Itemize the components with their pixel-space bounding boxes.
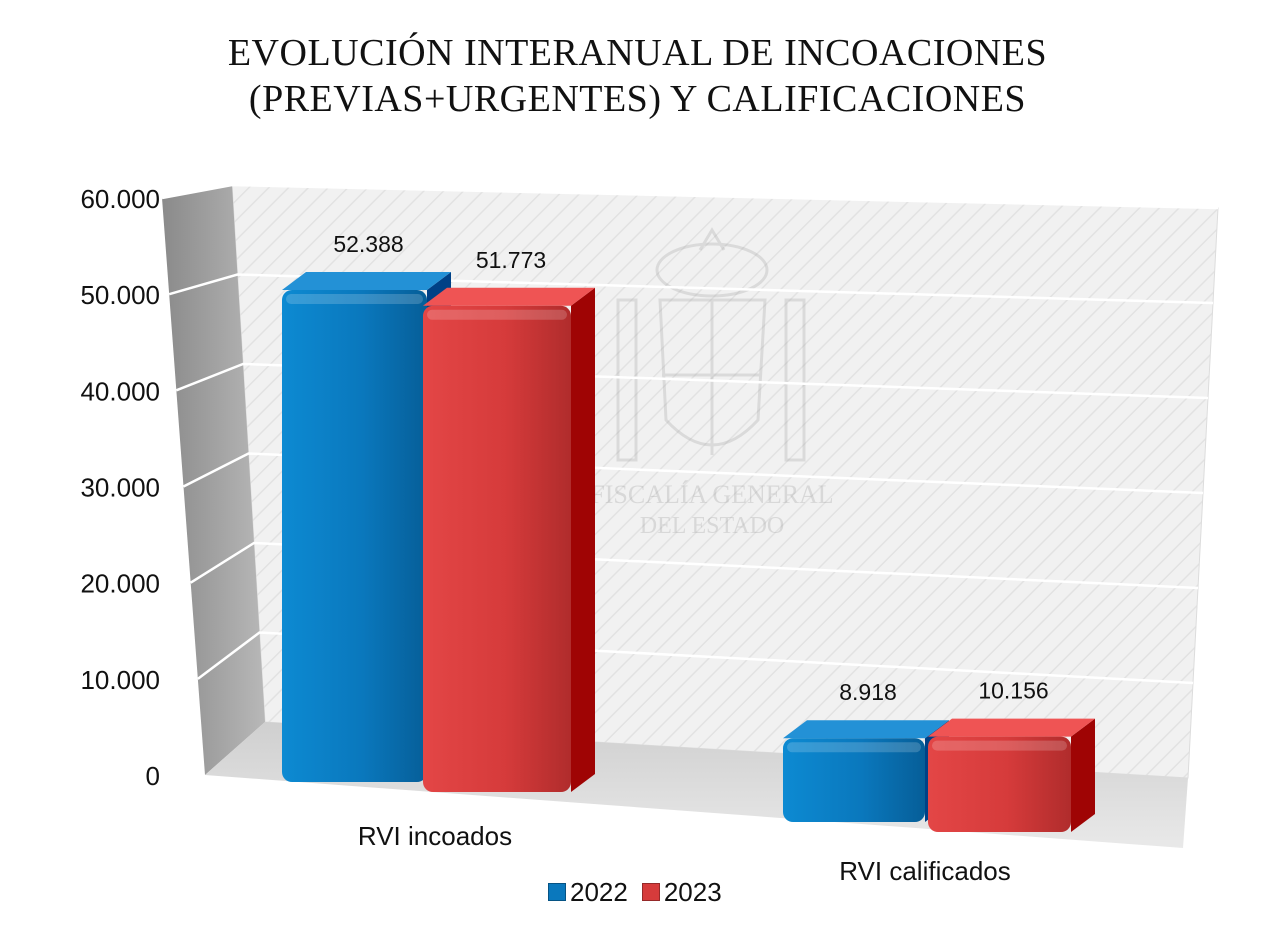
gridline	[182, 452, 1204, 495]
category-label: RVI calificados	[839, 856, 1011, 886]
bar-highlight	[787, 742, 921, 753]
gridline	[168, 273, 1214, 305]
gridline	[175, 362, 1209, 400]
y-tick-label: 50.000	[80, 280, 160, 310]
y-axis-ticks: 0 10.000 20.000 30.000 40.000 50.000 60.000	[80, 184, 160, 791]
legend-item-2022: 2022	[548, 877, 628, 908]
bar-rvi-incoados-2023	[423, 287, 595, 792]
y-tick-label: 20.000	[80, 569, 160, 599]
watermark: FISCALÍA GENERAL DEL ESTADO	[590, 227, 834, 539]
data-label: 10.156	[978, 678, 1048, 704]
chart-title-line-2: (PREVIAS+URGENTES) Y CALIFICACIONES	[248, 78, 1027, 120]
data-label: 52.388	[333, 231, 403, 257]
legend-label-2022: 2022	[570, 876, 628, 907]
bar-top	[928, 718, 1095, 737]
y-tick-label: 10.000	[80, 665, 160, 695]
bar-rvi-calificados-2023	[928, 718, 1095, 832]
data-labels: 52.388 51.773 8.918 10.156	[333, 231, 1048, 705]
bar-top	[783, 720, 949, 739]
bar-top	[423, 287, 595, 306]
category-label: RVI incoados	[358, 821, 512, 851]
chart-title: EVOLUCIÓN INTERANUAL DE INCOACIONES (PRE…	[0, 30, 1275, 122]
bar-front	[423, 305, 571, 792]
watermark-line-1: FISCALÍA GENERAL	[590, 480, 833, 509]
y-tick-label: 0	[146, 761, 160, 791]
bar-highlight	[427, 309, 567, 320]
watermark-line-2: DEL ESTADO	[640, 513, 785, 539]
gridline	[161, 183, 1219, 210]
bar-top	[282, 272, 451, 290]
bar-side	[1071, 718, 1095, 832]
data-label: 51.773	[476, 247, 546, 273]
gridline	[190, 541, 1199, 590]
bar-side	[571, 287, 595, 792]
gridlines	[161, 183, 1219, 685]
legend-swatch-2022	[548, 883, 566, 901]
category-labels: RVI incoados RVI calificados	[358, 821, 1011, 886]
bar-highlight	[932, 740, 1067, 751]
legend-item-2023: 2023	[641, 876, 722, 908]
y-tick-label: 30.000	[80, 473, 160, 503]
bar-highlight	[286, 294, 423, 304]
legend: 2022 2023	[548, 876, 736, 908]
y-tick-label: 40.000	[80, 376, 160, 406]
bar-front	[783, 738, 925, 822]
coat-of-arms-icon	[616, 227, 806, 462]
bars	[282, 272, 1095, 832]
bar-front	[282, 290, 427, 782]
side-wall	[162, 185, 265, 775]
gridline	[197, 631, 1194, 685]
y-tick-label: 60.000	[80, 184, 160, 214]
bar-front	[928, 736, 1071, 832]
bar-rvi-calificados-2022	[783, 720, 949, 822]
legend-label-2023: 2023	[663, 876, 722, 907]
legend-swatch-2023	[641, 883, 660, 901]
data-label: 8.918	[839, 679, 897, 705]
chart-title-line-1: EVOLUCIÓN INTERANUAL DE INCOACIONES	[227, 32, 1048, 74]
